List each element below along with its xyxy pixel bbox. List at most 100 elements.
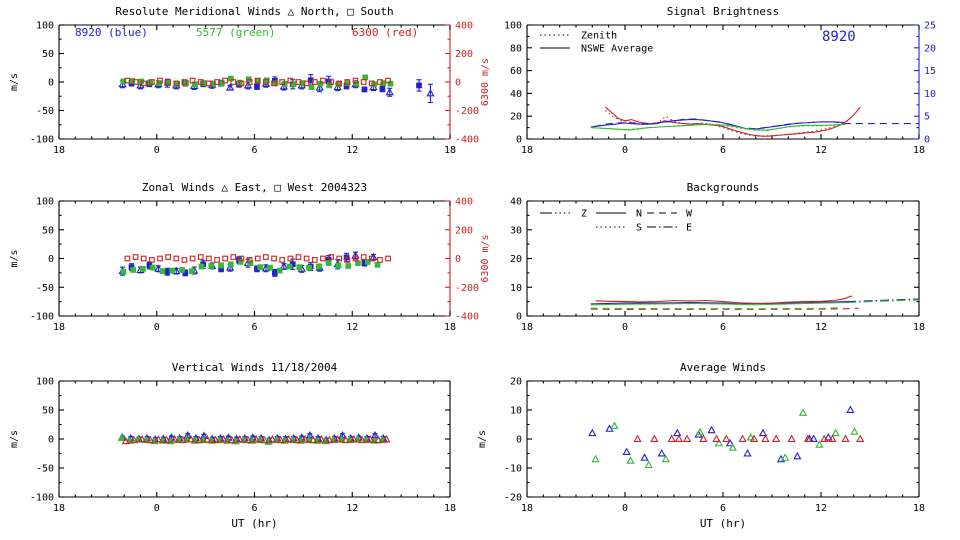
data-point <box>149 257 155 263</box>
right-tick-label: -200 <box>455 106 479 117</box>
y-tick-label: -10 <box>504 464 522 475</box>
data-point <box>798 408 808 416</box>
series-bg-low-red <box>590 307 859 310</box>
data-point <box>124 77 131 84</box>
data-point <box>362 74 369 81</box>
x-tick-label: 0 <box>622 322 628 333</box>
y-tick-label: 100 <box>504 21 522 32</box>
data-point <box>707 425 716 434</box>
panel-average-winds: 18 0 6 12 18 20 10 0 -10 -20 Average Winds m/s UT (h… <box>477 361 925 530</box>
data-point <box>197 254 204 260</box>
data-point <box>349 435 359 443</box>
data-point <box>164 268 171 275</box>
x-tick-label: 18 <box>444 145 456 156</box>
y-tick-label: 40 <box>510 89 522 100</box>
data-point <box>738 434 747 442</box>
x-tick-label: 18 <box>913 145 925 156</box>
y-tick-label: 0 <box>516 135 522 146</box>
data-point <box>336 255 343 262</box>
data-point <box>364 259 371 265</box>
data-point <box>374 261 381 268</box>
data-point <box>828 434 837 442</box>
data-point <box>225 263 235 271</box>
data-point <box>178 435 187 444</box>
data-point <box>309 435 318 444</box>
data-point <box>169 267 176 274</box>
data-point <box>743 448 752 457</box>
data-point <box>211 435 220 444</box>
series-zenith-5577 <box>592 123 848 131</box>
panel-vertical-winds: 18 0 6 12 18 100 50 0 -50 -100 Vertical Winds 11/1… <box>9 361 456 530</box>
line-bg-5577-ext <box>847 299 920 304</box>
data-point <box>809 434 818 442</box>
data-point <box>696 427 705 436</box>
y-tick-label: 100 <box>36 197 54 208</box>
y-tick-label: 100 <box>36 377 54 388</box>
data-point <box>222 255 229 262</box>
right-tick-label: -200 <box>455 283 479 294</box>
x-tick-label: 0 <box>154 145 160 156</box>
right-tick-label: 400 <box>455 21 473 32</box>
y-tick-label: -100 <box>30 493 54 504</box>
data-point <box>188 268 195 275</box>
data-point <box>222 77 229 84</box>
data-point <box>267 264 273 271</box>
data-point <box>243 80 253 89</box>
right-tick-label: 10 <box>924 89 936 100</box>
data-point <box>284 435 293 443</box>
data-point <box>385 255 391 262</box>
y-tick-label: 0 <box>48 435 54 446</box>
data-point <box>146 435 155 444</box>
data-point <box>279 79 286 85</box>
right-axis-title: 6300 m/s <box>480 58 491 106</box>
legend-label-zenith: Zenith <box>581 31 617 42</box>
legend-label-n: N <box>636 209 642 220</box>
data-point <box>279 257 286 263</box>
y-tick-label: 0 <box>516 435 522 446</box>
data-point <box>820 434 829 442</box>
data-point <box>357 435 367 444</box>
data-point <box>699 434 708 442</box>
data-point <box>325 260 332 266</box>
data-point <box>243 435 253 444</box>
data-point <box>377 79 383 85</box>
data-point <box>271 255 277 262</box>
panel-title: Backgrounds <box>687 181 760 194</box>
data-point <box>591 454 600 463</box>
y-axis-title: m/s <box>9 73 20 91</box>
data-point <box>230 79 237 85</box>
x-tick-label: 12 <box>346 503 358 514</box>
right-tick-label: 5 <box>924 112 930 123</box>
data-point <box>132 254 139 260</box>
x-tick-label: 0 <box>622 145 628 156</box>
right-tick-label: 0 <box>455 254 461 265</box>
y-tick-label: -100 <box>30 135 54 146</box>
legend-label-s: S <box>636 223 642 234</box>
data-point <box>317 435 326 443</box>
series-avg-8920 <box>588 405 855 463</box>
right-tick-label: -400 <box>455 135 479 146</box>
data-point <box>181 257 188 263</box>
right-tick-label: -400 <box>455 312 479 323</box>
data-point <box>385 77 391 84</box>
y-tick-label: 30 <box>510 225 522 236</box>
data-point <box>181 79 188 85</box>
data-point <box>315 83 324 91</box>
data-point <box>246 257 253 263</box>
x-tick-label: 12 <box>815 145 827 156</box>
data-point <box>335 81 342 88</box>
legend-label-w: W <box>686 209 693 220</box>
data-point <box>132 79 139 85</box>
data-point <box>271 80 277 87</box>
data-point <box>157 77 163 84</box>
y-axis-title: m/s <box>477 430 488 448</box>
series-zenith-6300 <box>605 110 851 137</box>
y-tick-label: 50 <box>42 406 54 417</box>
x-tick-label: 18 <box>53 322 65 333</box>
y-axis-title: m/s <box>9 430 20 448</box>
series-vz-6300 <box>121 435 391 445</box>
data-point <box>230 254 237 260</box>
data-point <box>165 79 172 85</box>
series-bg-5577-ext <box>847 299 920 304</box>
x-tick-label: 0 <box>154 503 160 514</box>
